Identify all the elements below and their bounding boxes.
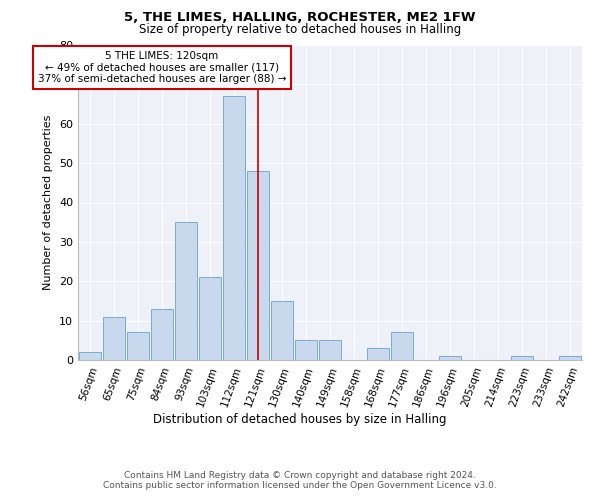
Text: Contains public sector information licensed under the Open Government Licence v3: Contains public sector information licen…	[103, 481, 497, 490]
Bar	[391, 332, 413, 360]
Bar	[103, 316, 125, 360]
Y-axis label: Number of detached properties: Number of detached properties	[43, 115, 53, 290]
Bar	[319, 340, 341, 360]
Bar	[151, 309, 173, 360]
Bar	[79, 352, 101, 360]
Text: 5 THE LIMES: 120sqm
← 49% of detached houses are smaller (117)
37% of semi-detac: 5 THE LIMES: 120sqm ← 49% of detached ho…	[38, 51, 286, 84]
Text: Size of property relative to detached houses in Halling: Size of property relative to detached ho…	[139, 22, 461, 36]
Bar	[295, 340, 317, 360]
Text: Distribution of detached houses by size in Halling: Distribution of detached houses by size …	[153, 412, 447, 426]
Bar	[247, 171, 269, 360]
Text: Contains HM Land Registry data © Crown copyright and database right 2024.: Contains HM Land Registry data © Crown c…	[124, 471, 476, 480]
Bar	[367, 348, 389, 360]
Bar	[559, 356, 581, 360]
Bar	[175, 222, 197, 360]
Bar	[511, 356, 533, 360]
Bar	[223, 96, 245, 360]
Text: 5, THE LIMES, HALLING, ROCHESTER, ME2 1FW: 5, THE LIMES, HALLING, ROCHESTER, ME2 1F…	[124, 11, 476, 24]
Bar	[199, 278, 221, 360]
Bar	[271, 301, 293, 360]
Bar	[439, 356, 461, 360]
Bar	[127, 332, 149, 360]
